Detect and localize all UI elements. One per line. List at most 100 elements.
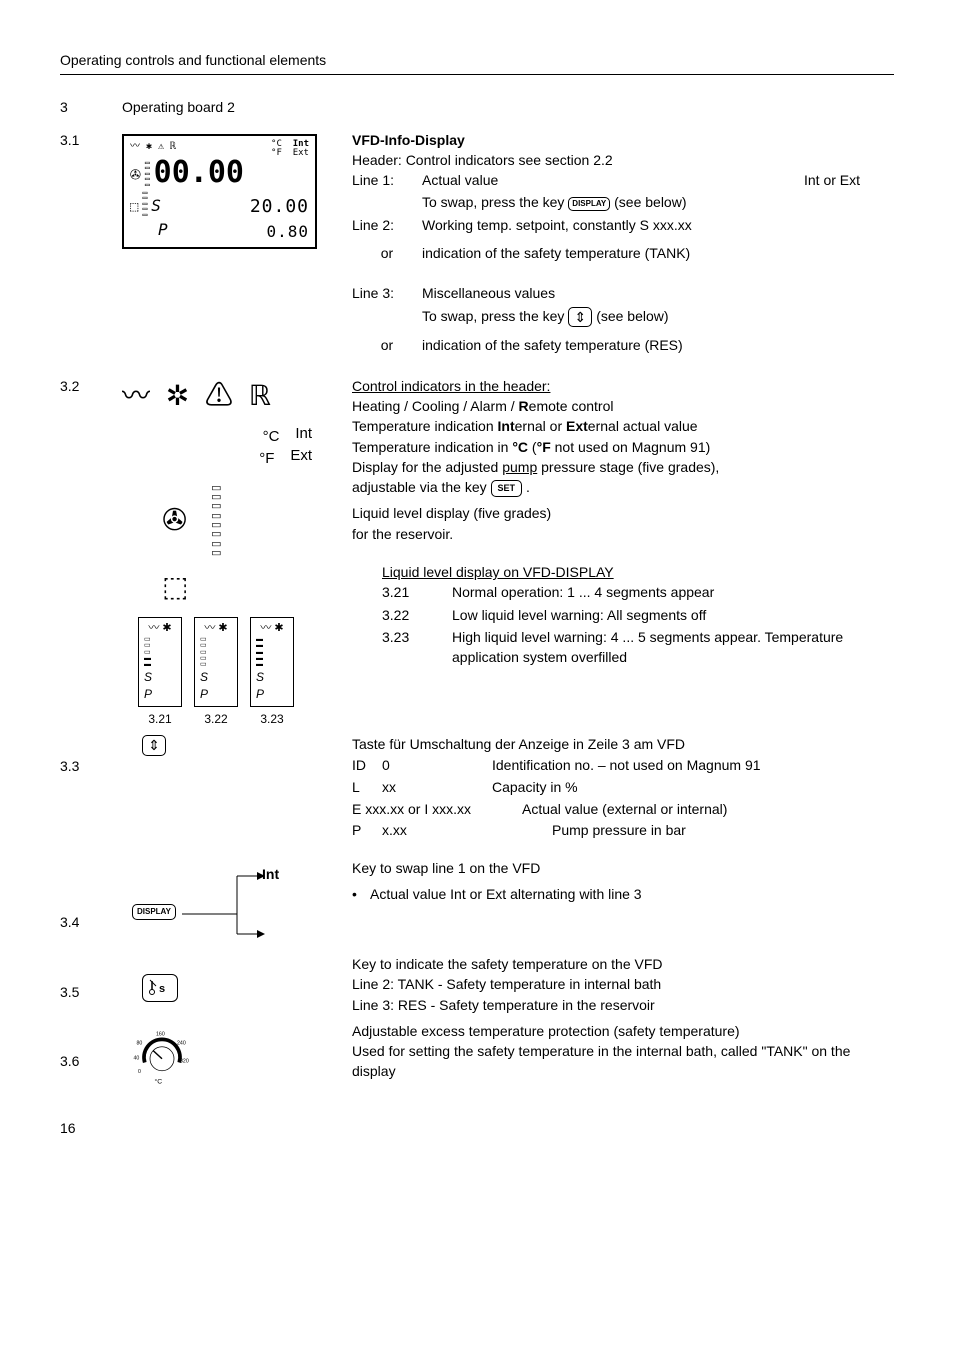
s31-swap-a: To swap, press the key (422, 194, 568, 210)
s31-line1-right: Int or Ext (804, 170, 894, 190)
section-3-2: 3.2 〰 ✲ ⚠ ℝ °C Int °F Ext ✇ ▭▭▭▭▭▭▭▭ ⬚ 〰… (60, 376, 894, 729)
s35-line2: Line 2: TANK - Safety temperature in int… (352, 974, 894, 994)
s31-line3-swap: To swap, press the key ⇕ (see below) (352, 306, 894, 328)
s31-l3-swap-b: (see below) (596, 308, 668, 324)
section-3-4: 3.4 Int DISPLAY Key to swap line 1 on th… (60, 858, 894, 954)
svg-text:160: 160 (156, 1031, 165, 1037)
liq-row-3: 3.23 High liquid level warning: 4 ... 5 … (382, 627, 894, 668)
arrow-key-icon[interactable]: ⇕ (568, 307, 592, 328)
s35-icon-col: s (122, 954, 352, 1002)
s34-bullet-text: Actual value Int or Ext alternating with… (370, 884, 642, 904)
s32-text: Control indicators in the header: Heatin… (352, 376, 894, 670)
s34-line1: Key to swap line 1 on the VFD (352, 858, 894, 878)
s31-line2-txt: Working temp. setpoint, constantly S xxx… (422, 215, 894, 235)
svg-text:°C: °C (155, 1077, 163, 1085)
s31-header-text: Header: Control indicators see section 2… (352, 150, 894, 170)
s31-line3-or: or indication of the safety temperature … (352, 335, 894, 355)
s31-or1-txt: indication of the safety temperature (TA… (422, 243, 894, 263)
liq-row-1: 3.21 Normal operation: 1 ... 4 segments … (382, 582, 894, 602)
s36-line2: Used for setting the safety temperature … (352, 1041, 894, 1082)
display-key-diagram: Int DISPLAY (122, 864, 302, 954)
int-bold-label: Int (262, 864, 279, 884)
display-key-icon[interactable]: DISPLAY (568, 197, 610, 211)
svg-text:80: 80 (137, 1040, 143, 1046)
s31-text: VFD-Info-Display Header: Control indicat… (352, 130, 894, 358)
s31-or2-txt: indication of the safety temperature (RE… (422, 335, 894, 355)
temperature-dial-icon[interactable]: 0 40 80 160 240 320 °C (132, 1025, 192, 1085)
page-header: Operating controls and functional elemen… (60, 50, 894, 75)
s33-title: Taste für Umschaltung der Anzeige in Zei… (352, 734, 894, 754)
s31-num: 3.1 (60, 130, 122, 150)
section-3-1: 3.1 〰 ✱ ⚠ ℝ °C Int°F Ext ✇ ▭▭▭▭▭ 00.00 ⬚… (60, 130, 894, 358)
s35-line1: Key to indicate the safety temperature o… (352, 954, 894, 974)
s32-line-a: Heating / Cooling / Alarm / Remote contr… (352, 396, 894, 416)
vfd-p-label: P (158, 218, 168, 241)
level-bars: ▭▭▭▭▭ (142, 190, 147, 218)
liq-row-2: 3.22 Low liquid level warning: All segme… (382, 605, 894, 625)
s31-line1-lbl: Line 1: (352, 170, 422, 190)
s31-or1: or (352, 243, 422, 263)
liq-lbl-3: 3.23 (244, 711, 300, 728)
svg-text:320: 320 (180, 1058, 189, 1064)
section-3-6: 3.6 0 40 80 160 240 320 °C Adjustable ex… (60, 1021, 894, 1090)
s35-num: 3.5 (60, 954, 122, 1002)
liq-lbl-1: 3.21 (132, 711, 188, 728)
indicator-symbols: 〰 ✲ ⚠ ℝ (122, 376, 352, 417)
section-3-5: 3.5 s Key to indicate the safety tempera… (60, 954, 894, 1015)
s36-text: Adjustable excess temperature protection… (352, 1021, 894, 1082)
ext-label: Ext (290, 448, 312, 465)
section-3-title: Operating board 2 (122, 97, 235, 117)
liquid-box-normal: 〰 ✱ ▭▭▭▬▬ SP (138, 617, 182, 707)
bullet-dot: • (352, 884, 370, 904)
s33-icon-col: ⇕ (122, 734, 352, 756)
s34-num: 3.4 (60, 858, 122, 932)
liquid-box-high: 〰 ✱ ▬▬▬▬▬ SP (250, 617, 294, 707)
vfd-s-label: S (151, 194, 161, 217)
vfd-header-units: °C Int°F Ext (271, 140, 309, 158)
section-3-num: 3 (60, 97, 122, 117)
s33-row-e: E xxx.xx or I xxx.xx Actual value (exter… (352, 799, 894, 819)
svg-text:40: 40 (134, 1055, 140, 1061)
s36-icon-col: 0 40 80 160 240 320 °C (122, 1021, 352, 1090)
liquid-box-low: 〰 ✱ ▭▭▭▭▭ SP (194, 617, 238, 707)
liquid-labels: 3.21 3.22 3.23 (132, 711, 352, 728)
s36-num: 3.6 (60, 1021, 122, 1071)
s31-l3-swap-a: To swap, press the key (422, 308, 568, 324)
s32-line-f: Liquid level display (five grades) (352, 503, 894, 523)
s33-row-l: L xx Capacity in % (352, 777, 894, 797)
degf-label: °F (259, 450, 274, 467)
s35-line3: Line 3: RES - Safety temperature in the … (352, 995, 894, 1015)
page-number: 16 (60, 1118, 894, 1138)
pump-bars: ▭▭▭▭▭ (145, 160, 150, 188)
reservoir-icon: ⬚ (162, 567, 188, 608)
arrow-key-large[interactable]: ⇕ (142, 735, 166, 756)
s33-row-id: ID 0 Identification no. – not used on Ma… (352, 755, 894, 775)
s31-line2-or: or indication of the safety temperature … (352, 243, 894, 263)
s32-line-g: for the reservoir. (352, 524, 894, 544)
liquid-level-boxes: 〰 ✱ ▭▭▭▬▬ SP 〰 ✱ ▭▭▭▭▭ SP 〰 ✱ ▬▬▬▬▬ SP (132, 617, 352, 707)
vfd-display-box: 〰 ✱ ⚠ ℝ °C Int°F Ext ✇ ▭▭▭▭▭ 00.00 ⬚ ▭▭▭… (122, 134, 317, 249)
header-text: Operating controls and functional elemen… (60, 52, 326, 68)
display-key-button[interactable]: DISPLAY (132, 904, 176, 920)
s31-line1: Line 1: Actual value Int or Ext (352, 170, 894, 190)
safety-temp-key[interactable]: s (142, 974, 178, 1002)
s33-text: Taste für Umschaltung der Anzeige in Zei… (352, 734, 894, 839)
s32-icon-col: 〰 ✲ ⚠ ℝ °C Int °F Ext ✇ ▭▭▭▭▭▭▭▭ ⬚ 〰 ✱ ▭… (122, 376, 352, 729)
vfd-line3-value: 0.80 (266, 222, 309, 241)
level-icon: ⬚ (130, 197, 138, 217)
thermometer-s-icon: s (149, 979, 171, 995)
s31-or2: or (352, 335, 422, 355)
s32-liquid-title: Liquid level display on VFD-DISPLAY (382, 562, 894, 582)
s31-line3-lbl: Line 3: (352, 283, 422, 303)
s32-line-b: Temperature indication Internal or Exter… (352, 416, 894, 436)
set-key-icon[interactable]: SET (491, 480, 523, 497)
s32-line-c: Temperature indication in °C (°F not use… (352, 437, 894, 457)
degc-label: °C (263, 428, 280, 445)
section-3-title-row: 3 Operating board 2 (60, 97, 894, 117)
s31-swap-b: (see below) (614, 194, 686, 210)
pump-icon: ✇ (130, 162, 141, 188)
s33-row-p: P x.xx Pump pressure in bar (352, 820, 894, 840)
s31-line2: Line 2: Working temp. setpoint, constant… (352, 215, 894, 235)
s34-bullet: • Actual value Int or Ext alternating wi… (352, 884, 894, 904)
vfd-line2-value: 20.00 (250, 196, 309, 218)
